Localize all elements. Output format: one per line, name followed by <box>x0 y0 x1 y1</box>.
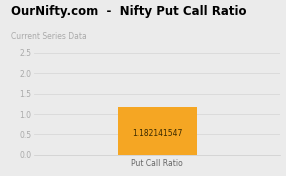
Bar <box>118 107 197 155</box>
Text: Current Series Data: Current Series Data <box>11 32 87 41</box>
Text: OurNifty.com  -  Nifty Put Call Ratio: OurNifty.com - Nifty Put Call Ratio <box>11 5 247 18</box>
Text: 1.182141547: 1.182141547 <box>132 129 182 138</box>
